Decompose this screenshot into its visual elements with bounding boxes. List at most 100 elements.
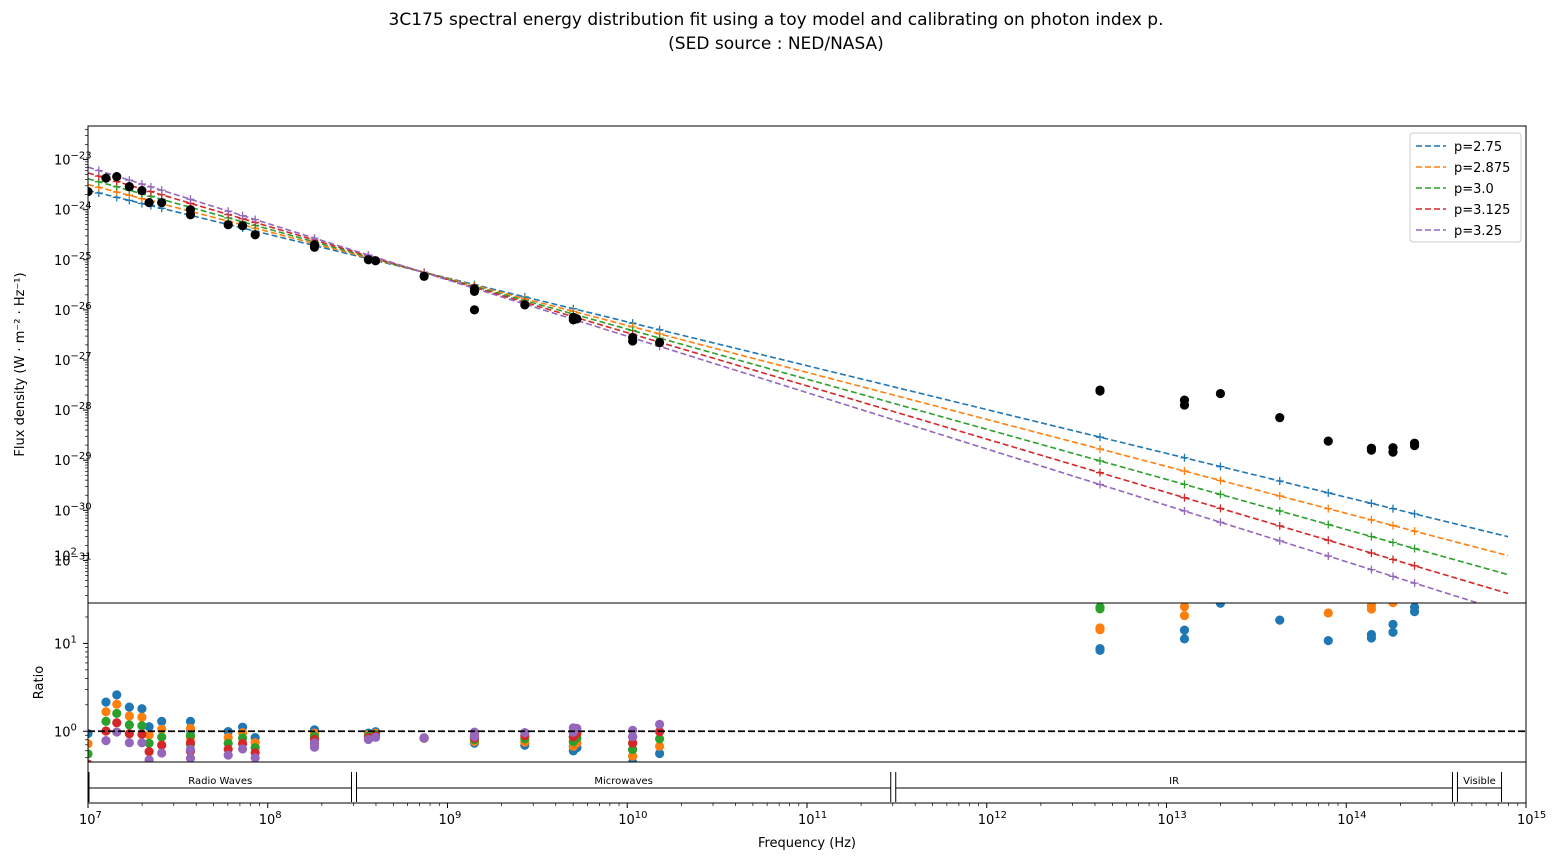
ratio-point — [1180, 541, 1189, 550]
ratio-point — [185, 737, 196, 748]
ratio-point — [144, 747, 154, 757]
band-label-ir: IR — [1169, 776, 1179, 787]
ratio-y-tick-label: 101 — [54, 634, 77, 652]
y-tick-label: 10−26 — [54, 301, 92, 319]
model-point — [1095, 444, 1104, 453]
model-point — [1275, 536, 1284, 545]
ratio-point — [1180, 579, 1189, 588]
fit-line-p=3.125 — [88, 172, 1509, 595]
ratio-point — [1179, 625, 1190, 635]
x-tick-label: 1013 — [1158, 810, 1187, 828]
legend-label: p=2.875 — [1454, 161, 1510, 176]
band-label-radio-waves: Radio Waves — [188, 776, 252, 787]
ratio-point — [628, 731, 638, 742]
ratio-point — [88, 739, 93, 749]
ratio-point — [185, 730, 196, 740]
ratio-point — [628, 751, 638, 761]
ratio-point — [1180, 532, 1189, 541]
observed-point — [1409, 438, 1420, 448]
ratio-point — [1180, 564, 1189, 573]
ratio-point — [1409, 603, 1420, 612]
ratio-point — [112, 699, 122, 709]
ratio-point — [112, 690, 122, 700]
ratio-point — [185, 744, 196, 755]
ratio-point — [470, 769, 479, 778]
ratio-point — [1388, 627, 1398, 637]
ratio-point — [1275, 615, 1285, 625]
y-tick-label: 10−30 — [54, 501, 92, 519]
model-point — [1095, 480, 1104, 489]
band-axes-frame — [87, 761, 1527, 804]
model-point — [94, 166, 103, 175]
model-point — [1388, 555, 1397, 564]
ratio-point — [628, 744, 638, 755]
ratio-point — [124, 738, 134, 748]
model-point — [1216, 518, 1225, 527]
model-point — [1367, 549, 1376, 558]
model-point — [1180, 453, 1189, 462]
ratio-point — [250, 753, 260, 762]
model-point — [1324, 504, 1333, 513]
observed-point — [1366, 443, 1377, 453]
model-point — [1324, 520, 1333, 529]
observed-point — [185, 210, 196, 220]
ratio-point — [655, 741, 665, 751]
observed-point — [112, 172, 122, 182]
model-point — [1388, 572, 1397, 581]
observed-point — [572, 314, 582, 324]
model-point — [1180, 467, 1189, 476]
ratio-point — [1179, 634, 1190, 644]
ratio-point — [101, 707, 111, 717]
ratio-point — [1410, 486, 1419, 495]
model-point — [1324, 552, 1333, 561]
legend-label: p=3.25 — [1454, 224, 1502, 239]
model-point — [1216, 504, 1225, 513]
ratio-point — [1095, 625, 1105, 635]
ratio-point — [1095, 604, 1105, 614]
ratio-point — [101, 697, 111, 707]
model-point — [1388, 504, 1397, 513]
ratio-point — [1323, 608, 1333, 618]
ratio-point — [1095, 645, 1105, 656]
ratio-point — [185, 753, 196, 762]
observed-point — [469, 284, 480, 294]
chart-subtitle: (SED source : NED/NASA) — [668, 34, 884, 54]
ratio-point — [88, 749, 93, 759]
model-point — [1367, 532, 1376, 541]
model-point — [1180, 480, 1189, 489]
ratio-point — [1095, 582, 1104, 591]
legend-label: p=3.125 — [1454, 203, 1510, 218]
ratio-point — [655, 748, 665, 759]
ratio-point — [1275, 589, 1284, 598]
model-point — [1275, 477, 1284, 486]
observed-point — [1179, 400, 1190, 410]
observed-point — [250, 230, 260, 240]
sed-plot-area — [88, 166, 1509, 603]
x-axis-label: Frequency (Hz) — [758, 836, 856, 851]
ratio-point — [655, 719, 665, 729]
observed-point — [1215, 388, 1226, 399]
band-panel: Radio Waves Microwaves IR Visible 107 108 109 1… — [79, 761, 1546, 851]
ratio-point — [1275, 563, 1284, 572]
observed-point — [520, 300, 530, 310]
ratio-point — [371, 732, 381, 742]
ratio-point — [1388, 590, 1397, 599]
model-point — [1180, 493, 1189, 502]
observed-point — [144, 198, 154, 208]
observed-point — [237, 221, 248, 231]
observed-point — [1095, 386, 1105, 396]
ratio-axes-frame — [87, 602, 1527, 763]
fit-line-p=3.0 — [88, 177, 1509, 576]
legend-label: p=2.75 — [1454, 140, 1502, 155]
model-point — [1275, 506, 1284, 515]
legend-label: p=3.0 — [1454, 182, 1494, 197]
ratio-point — [1216, 525, 1225, 534]
model-point — [238, 211, 247, 220]
ratio-point — [124, 702, 134, 712]
ratio-point — [157, 740, 167, 750]
ratio-point — [157, 748, 167, 758]
y-tick-label: 10−28 — [54, 401, 92, 419]
ratio-point — [469, 727, 480, 737]
ratio-point — [363, 734, 374, 745]
